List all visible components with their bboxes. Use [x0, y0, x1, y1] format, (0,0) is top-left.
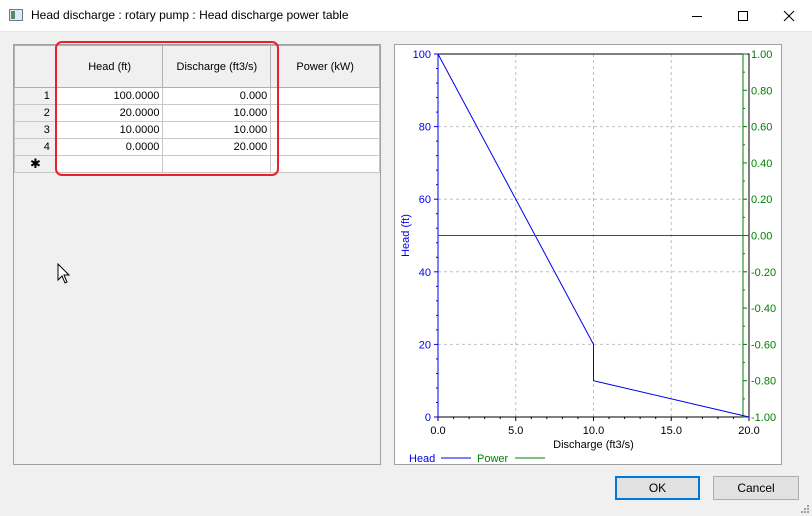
discharge-cell[interactable]: 0.000 — [162, 87, 272, 105]
x-axis-label: Discharge (ft3/s) — [553, 439, 634, 451]
y-tick-label: 100 — [413, 49, 431, 61]
row-header[interactable]: 3 — [14, 121, 57, 139]
mouse-cursor-icon — [57, 263, 71, 284]
window-title: Head discharge : rotary pump : Head disc… — [31, 8, 349, 22]
discharge-cell[interactable]: 20.000 — [162, 138, 272, 156]
power-cell[interactable] — [270, 138, 380, 156]
column-header-head[interactable]: Head (ft) — [55, 45, 164, 88]
y2-tick-label: 0.80 — [751, 85, 772, 97]
x-tick-label: 5.0 — [508, 425, 523, 437]
legend-label-head: Head — [409, 453, 435, 464]
table-row: 1 100.0000 0.000 — [14, 87, 380, 105]
y-tick-label: 60 — [419, 194, 431, 206]
discharge-cell[interactable]: 10.000 — [162, 121, 272, 139]
new-head-cell[interactable] — [55, 155, 164, 173]
y2-tick-label: 0.40 — [751, 158, 772, 170]
maximize-button[interactable] — [720, 0, 766, 32]
y2-tick-label: -0.80 — [751, 376, 776, 388]
head-series-line — [437, 53, 750, 418]
head-cell[interactable]: 10.0000 — [55, 121, 164, 139]
head-cell[interactable]: 100.0000 — [55, 87, 164, 105]
cancel-button[interactable]: Cancel — [713, 476, 799, 500]
row-header[interactable]: 2 — [14, 104, 57, 122]
close-button[interactable] — [766, 0, 812, 32]
row-header[interactable]: 4 — [14, 138, 57, 156]
table-row: 4 0.0000 20.000 — [14, 138, 380, 156]
y2-tick-label: -1.00 — [751, 412, 776, 424]
ok-button[interactable]: OK — [615, 476, 700, 500]
x-tick-label: 0.0 — [430, 425, 445, 437]
y2-tick-label: -0.60 — [751, 339, 776, 351]
data-grid-panel[interactable]: Head (ft) Discharge (ft3/s) Power (kW) 1… — [13, 44, 381, 465]
minimize-button[interactable] — [674, 0, 720, 32]
y-tick-label: 0 — [425, 412, 431, 424]
y2-tick-label: -0.20 — [751, 267, 776, 279]
legend-label-power: Power — [477, 453, 509, 464]
x-tick-label: 10.0 — [583, 425, 604, 437]
power-cell[interactable] — [270, 121, 380, 139]
x-tick-label: 20.0 — [738, 425, 759, 437]
resize-grip-icon[interactable] — [798, 502, 810, 514]
head-cell[interactable]: 0.0000 — [55, 138, 164, 156]
new-discharge-cell[interactable] — [162, 155, 272, 173]
y-tick-label: 80 — [419, 122, 431, 134]
y-axis-label: Head (ft) — [400, 214, 412, 257]
table-row: 3 10.0000 10.000 — [14, 121, 380, 139]
x-tick-label: 15.0 — [661, 425, 682, 437]
maximize-icon — [738, 11, 748, 21]
minimize-icon — [692, 16, 702, 17]
row-header[interactable]: 1 — [14, 87, 57, 105]
y2-tick-label: 0.60 — [751, 122, 772, 134]
head-power-chart: 0 20 40 60 80 100 0.0 5.0 10.0 15.0 20.0-1.00 -0.80… — [400, 49, 776, 464]
y2-tick-label: 1.00 — [751, 49, 772, 61]
new-power-cell[interactable] — [270, 155, 380, 173]
y2-tick-label: -0.40 — [751, 303, 776, 315]
grid-corner-cell[interactable] — [14, 45, 57, 88]
y2-tick-label: 0.20 — [751, 194, 772, 206]
new-row-marker[interactable]: ✱ — [14, 155, 57, 173]
title-bar: Head discharge : rotary pump : Head disc… — [0, 0, 812, 32]
new-row: ✱ — [14, 155, 380, 173]
y2-tick-label: 0.00 — [751, 231, 772, 243]
head-discharge-table: Head (ft) Discharge (ft3/s) Power (kW) 1… — [14, 45, 380, 173]
chart-panel: 0 20 40 60 80 100 0.0 5.0 10.0 15.0 20.0 -1.00 -0.80… — [394, 44, 782, 465]
column-header-power[interactable]: Power (kW) — [270, 45, 380, 88]
table-window-icon — [9, 9, 23, 21]
close-icon — [783, 10, 795, 22]
power-cell[interactable] — [270, 87, 380, 105]
column-header-discharge[interactable]: Discharge (ft3/s) — [162, 45, 272, 88]
power-cell[interactable] — [270, 104, 380, 122]
y-tick-label: 20 — [419, 339, 431, 351]
head-cell[interactable]: 20.0000 — [55, 104, 164, 122]
discharge-cell[interactable]: 10.000 — [162, 104, 272, 122]
y-tick-label: 40 — [419, 267, 431, 279]
table-row: 2 20.0000 10.000 — [14, 104, 380, 122]
